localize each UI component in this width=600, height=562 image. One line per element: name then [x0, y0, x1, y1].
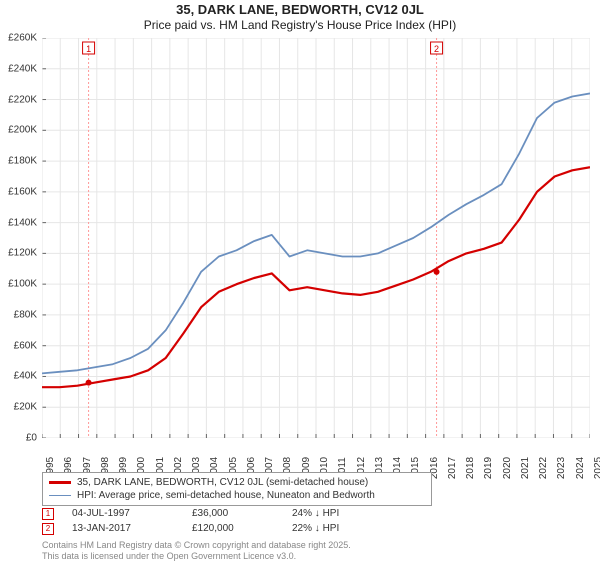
- table-row: 2 13-JAN-2017 £120,000 22% ↓ HPI: [42, 521, 392, 536]
- page-subtitle: Price paid vs. HM Land Registry's House …: [0, 18, 600, 32]
- legend-label: HPI: Average price, semi-detached house,…: [77, 490, 375, 501]
- sale-date: 04-JUL-1997: [72, 508, 192, 519]
- svg-text:1: 1: [86, 44, 91, 54]
- svg-text:2: 2: [434, 44, 439, 54]
- table-row: 1 04-JUL-1997 £36,000 24% ↓ HPI: [42, 506, 392, 521]
- sale-marker-icon: 1: [42, 508, 54, 520]
- sale-date: 13-JAN-2017: [72, 523, 192, 534]
- x-axis-labels: 1995199619971998199920002001200220032004…: [42, 440, 590, 475]
- sale-price: £120,000: [192, 523, 292, 534]
- sale-pct: 22% ↓ HPI: [292, 523, 392, 534]
- chart-svg: 12: [42, 38, 590, 438]
- sale-price: £36,000: [192, 508, 292, 519]
- legend: 35, DARK LANE, BEDWORTH, CV12 0JL (semi-…: [42, 472, 432, 506]
- sale-pct: 24% ↓ HPI: [292, 508, 392, 519]
- sale-marker-icon: 2: [42, 523, 54, 535]
- y-axis-labels: £0£20K£40K£60K£80K£100K£120K£140K£160K£1…: [0, 33, 40, 438]
- legend-item: 35, DARK LANE, BEDWORTH, CV12 0JL (semi-…: [49, 476, 425, 489]
- attribution: Contains HM Land Registry data © Crown c…: [42, 540, 351, 562]
- legend-label: 35, DARK LANE, BEDWORTH, CV12 0JL (semi-…: [77, 477, 368, 488]
- legend-swatch: [49, 481, 71, 483]
- legend-swatch: [49, 495, 71, 497]
- page-title: 35, DARK LANE, BEDWORTH, CV12 0JL: [0, 2, 600, 17]
- legend-item: HPI: Average price, semi-detached house,…: [49, 489, 425, 502]
- chart: 12: [42, 38, 590, 438]
- sales-table: 1 04-JUL-1997 £36,000 24% ↓ HPI 2 13-JAN…: [42, 506, 392, 536]
